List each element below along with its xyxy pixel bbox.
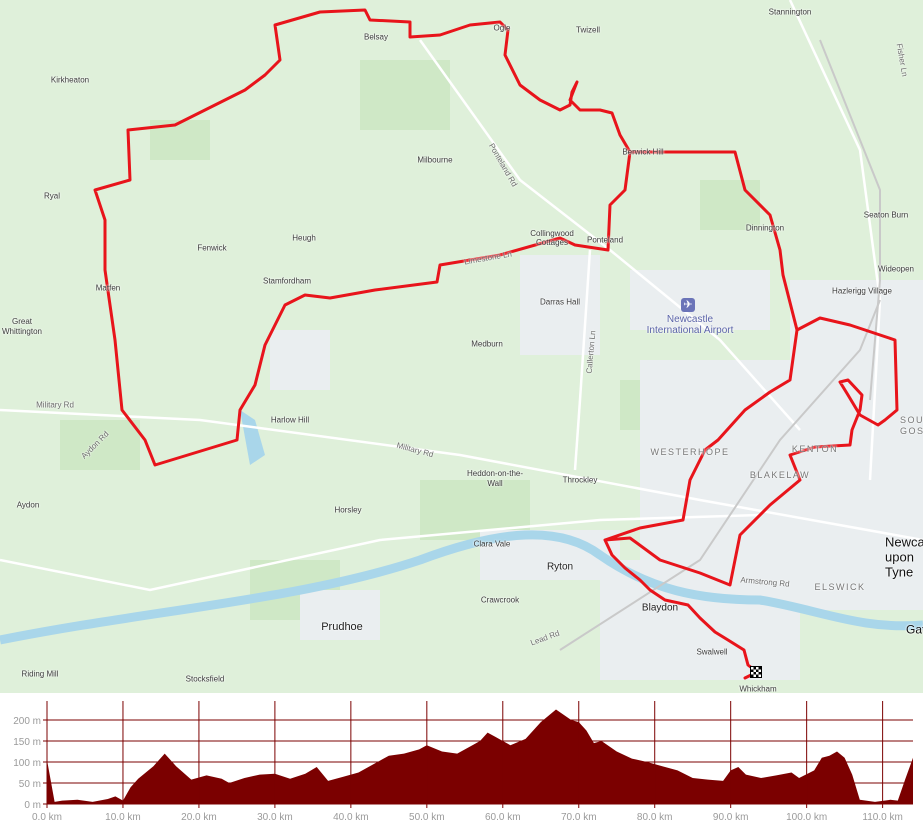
x-tick-label: 10.0 km	[105, 812, 141, 823]
map-label: Throckley	[562, 475, 598, 485]
airplane-icon[interactable]: ✈	[681, 298, 695, 312]
map-label: Ogle	[493, 23, 511, 33]
map-label: Twizell	[575, 25, 601, 35]
map-label: Stannington	[768, 7, 812, 17]
x-tick-label: 100.0 km	[786, 812, 827, 823]
map-label: Heugh	[292, 233, 316, 243]
map-base	[0, 0, 923, 680]
map-label: Belsay	[363, 32, 389, 42]
y-tick-label: 0 m	[24, 800, 41, 811]
district-label: BLAKELAW	[749, 470, 811, 480]
y-tick-label: 200 m	[13, 716, 41, 727]
elevation-profile-chart: 0 m 50 m 100 m 150 m 200 m 0.0 km 10.0 km 20.0 …	[13, 701, 913, 823]
river-tyne	[0, 530, 923, 645]
map-label: Aydon	[16, 500, 40, 510]
elevation-area	[47, 709, 913, 804]
map-label: Collingwood Cottages	[530, 229, 574, 247]
map-label: Ryton	[546, 561, 574, 573]
map-label: Heddon-on-the-Wall	[466, 469, 524, 488]
map-label: Horsley	[334, 505, 362, 515]
city-label: Newcastle upon Tyne	[885, 534, 923, 580]
map-label: Medburn	[471, 339, 503, 349]
city-label: Gateshead	[906, 622, 923, 637]
x-tick-label: 90.0 km	[713, 812, 749, 823]
map-label: Fenwick	[197, 243, 227, 253]
map-label: Ryal	[43, 191, 61, 201]
y-tick-label: 100 m	[13, 758, 41, 769]
map-label: Crawcrook	[480, 595, 520, 605]
major-roads	[559, 39, 881, 651]
map-label: Whickham	[739, 684, 777, 694]
map-label: Dinnington	[745, 223, 785, 233]
map-label: Stamfordham	[262, 276, 312, 286]
reservoir	[240, 410, 265, 465]
airport-label: Newcastle International Airport	[646, 314, 734, 336]
x-tick-label: 70.0 km	[561, 812, 597, 823]
map-label: Kirkheaton	[50, 75, 90, 85]
map-label: Prudhoe	[321, 621, 363, 633]
map-label: Riding Mill	[21, 669, 59, 679]
x-tick-label: 110.0 km	[862, 812, 902, 823]
x-tick-label: 50.0 km	[409, 812, 445, 823]
y-tick-label: 150 m	[13, 737, 41, 748]
x-tick-label: 40.0 km	[333, 812, 369, 823]
district-label: KENTON	[791, 444, 839, 454]
map-label: Seaton Burn	[863, 210, 909, 220]
roads	[0, 0, 923, 592]
route-line	[93, 8, 899, 680]
map-label: Wideopen	[877, 264, 915, 274]
map-label: Harlow Hill	[270, 415, 310, 425]
x-tick-label: 20.0 km	[181, 812, 217, 823]
road-label: Military Rd	[36, 400, 74, 410]
finish-flag[interactable]	[750, 666, 762, 678]
district-label: SOUTH GOSFORTH	[900, 415, 923, 436]
district-label: WESTERHOPE	[650, 447, 730, 457]
map-label: Clara Vale	[473, 539, 511, 549]
map-label: Hazlerigg Village	[832, 286, 892, 296]
x-tick-label: 0.0 km	[32, 812, 62, 823]
district-label: ELSWICK	[814, 582, 866, 592]
x-tick-label: 80.0 km	[637, 812, 673, 823]
x-tick-label: 60.0 km	[485, 812, 521, 823]
x-tick-label: 30.0 km	[257, 812, 293, 823]
map-label: Blaydon	[641, 602, 679, 614]
map-label: Great Whittington	[1, 317, 43, 336]
map-label: Stocksfield	[185, 674, 225, 684]
map-view[interactable]: ✈ Stannington Belsay Ogle Twizell Kirkhe…	[0, 0, 923, 693]
map-label: Darras Hall	[539, 297, 581, 307]
map-label: Ponteland	[586, 235, 624, 245]
map-label: Milbourne	[417, 155, 453, 165]
urban-areas	[270, 255, 923, 680]
map-label: Berwick Hill	[622, 147, 664, 157]
y-tick-label: 50 m	[19, 779, 41, 790]
map-label: Matfen	[95, 283, 121, 293]
map-label: Swalwell	[696, 647, 728, 657]
